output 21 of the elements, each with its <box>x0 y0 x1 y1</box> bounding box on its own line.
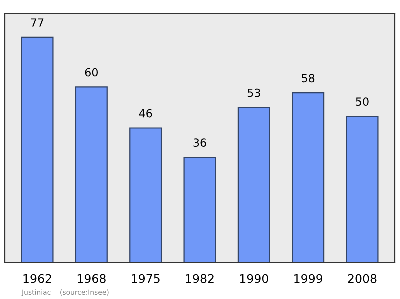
x-tick-label: 1990 <box>240 274 268 284</box>
bar <box>184 156 216 263</box>
bar <box>292 92 325 263</box>
bar <box>346 116 379 263</box>
data-label: 53 <box>248 88 260 98</box>
x-tick-label: 1962 <box>24 274 52 284</box>
data-label: 46 <box>139 109 152 118</box>
x-tick-label: 1982 <box>186 274 214 284</box>
x-tick-label: 1999 <box>294 274 323 284</box>
x-tick-label: 2008 <box>348 274 377 284</box>
x-tick-label: 1975 <box>132 274 160 284</box>
bar <box>130 128 162 263</box>
bar <box>238 107 270 263</box>
data-label: 50 <box>356 98 369 106</box>
data-label: 58 <box>302 74 315 83</box>
bar <box>75 86 108 263</box>
bar <box>21 36 54 263</box>
data-label: 60 <box>85 68 98 77</box>
data-label: 36 <box>194 138 206 148</box>
data-label: 77 <box>31 18 44 27</box>
x-tick-label: 1968 <box>78 274 106 284</box>
